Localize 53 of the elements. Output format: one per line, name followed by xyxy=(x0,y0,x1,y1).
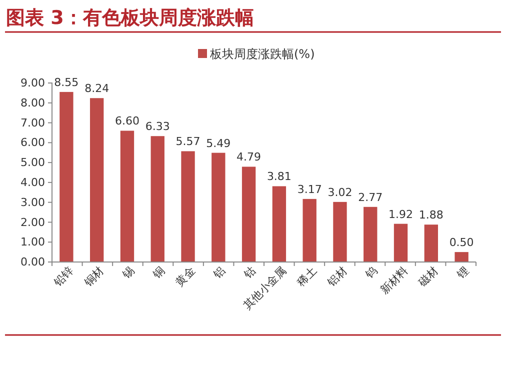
x-tick-label: 钴 xyxy=(240,264,258,282)
x-tick-label: 新材料 xyxy=(378,264,410,297)
bar xyxy=(120,130,134,262)
y-tick-label: 3.00 xyxy=(20,196,45,209)
text: 8.24 xyxy=(84,82,110,96)
bar xyxy=(181,151,195,262)
text: 5.57 xyxy=(176,135,200,148)
text: 5.49 xyxy=(206,136,231,150)
legend-label: 板块周度涨跌幅(%) xyxy=(209,47,315,61)
text: 0.50 xyxy=(449,236,474,250)
text: 4.79 xyxy=(236,150,262,164)
x-tick-label: 锂 xyxy=(454,264,472,282)
x-tick-label: 铝材 xyxy=(324,264,350,290)
text: 6.33 xyxy=(145,120,170,134)
bar xyxy=(424,224,438,262)
y-tick-label: 8.00 xyxy=(20,96,45,110)
x-tick-label: 稀土 xyxy=(294,264,320,290)
text: 1.92 xyxy=(388,208,414,221)
text: 2.77 xyxy=(358,190,383,204)
bar xyxy=(272,186,286,262)
y-tick-label: 7.00 xyxy=(20,116,45,130)
y-tick-label: 4.00 xyxy=(20,176,45,189)
bar xyxy=(454,252,468,262)
y-tick-label: 9.00 xyxy=(20,76,45,90)
x-tick-label: 钨 xyxy=(362,264,380,282)
x-tick-label: 铝 xyxy=(210,264,228,282)
x-tick-label: 铅锌 xyxy=(50,264,76,290)
x-tick-label: 锡 xyxy=(119,264,137,282)
chart-title: 图表 3：有色板块周度涨跌幅 xyxy=(6,7,254,29)
x-tick-label: 铜 xyxy=(150,264,168,282)
bar xyxy=(242,166,256,262)
y-tick-label: 1.00 xyxy=(20,236,45,249)
bar xyxy=(394,224,408,262)
text: 3.81 xyxy=(266,170,292,184)
bar xyxy=(333,202,347,262)
text: 3.17 xyxy=(297,182,322,196)
text: 6.60 xyxy=(114,114,140,128)
text: 3.02 xyxy=(328,186,352,199)
y-tick-label: 2.00 xyxy=(20,216,45,229)
y-tick-label: 5.00 xyxy=(20,156,45,170)
bar xyxy=(364,206,378,262)
bar xyxy=(90,98,104,262)
bar xyxy=(302,198,316,262)
bar xyxy=(60,92,74,262)
x-tick-label: 磁材 xyxy=(415,264,441,290)
text: 8.55 xyxy=(54,76,79,89)
x-tick-label: 黄金 xyxy=(172,264,198,290)
x-tick-label: 铜材 xyxy=(81,264,107,290)
y-tick-label: 6.00 xyxy=(20,136,45,150)
y-tick-label: 0.00 xyxy=(20,256,45,269)
bar xyxy=(150,136,164,262)
text: 1.88 xyxy=(418,208,444,222)
bar xyxy=(212,152,226,262)
